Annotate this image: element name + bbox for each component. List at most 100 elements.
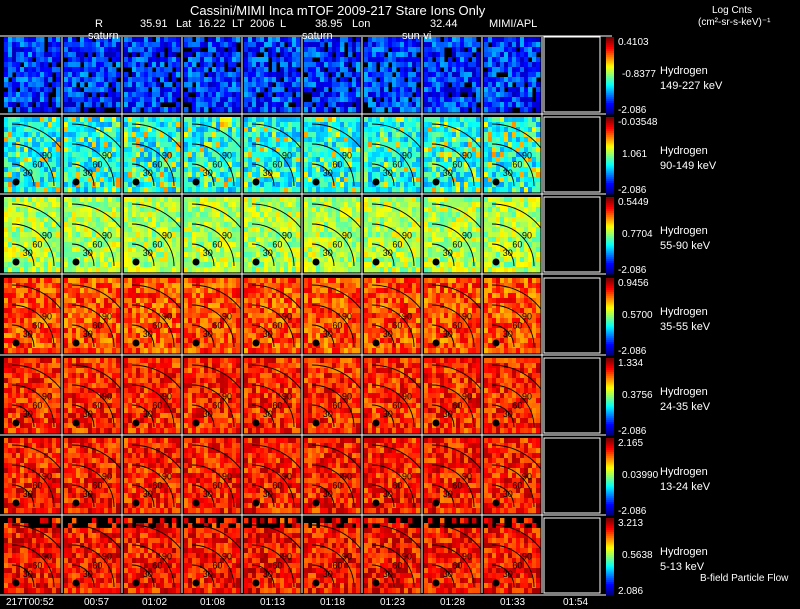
contour-label: 90 xyxy=(522,552,532,562)
contour-label: 60 xyxy=(152,480,162,490)
colorbar xyxy=(606,358,614,436)
contour-label: 90 xyxy=(522,392,532,402)
energy-label: 55-90 keV xyxy=(660,240,711,252)
species-label: Hydrogen xyxy=(660,466,708,478)
colorbar-min-label: -2.086 xyxy=(618,265,647,276)
energy-label: 90-149 keV xyxy=(660,160,717,172)
contour-label: 60 xyxy=(392,480,402,490)
contour-label: 90 xyxy=(162,472,172,482)
time-tick-label: 01:28 xyxy=(440,597,466,608)
contour-label: 60 xyxy=(152,159,162,169)
empty-panel xyxy=(543,36,601,113)
contour-label: 60 xyxy=(452,320,462,330)
contour-label: 30 xyxy=(203,168,213,178)
contour-label: 90 xyxy=(42,472,52,482)
contour-label: 60 xyxy=(32,320,42,330)
contour-label: 30 xyxy=(503,248,513,258)
heatmap-panel xyxy=(64,37,121,113)
contour-label: 60 xyxy=(92,239,102,249)
contour-label: 60 xyxy=(152,320,162,330)
contour-label: 60 xyxy=(92,400,102,410)
contour-label: 90 xyxy=(342,231,352,241)
contour-label: 30 xyxy=(23,329,33,339)
frame-label: sun-vi xyxy=(402,30,432,42)
empty-panel xyxy=(543,437,601,514)
frame-label: saturn xyxy=(302,30,333,42)
contour-label: 90 xyxy=(522,312,532,322)
contour-label: 60 xyxy=(32,480,42,490)
contour-label: 30 xyxy=(263,489,273,499)
contour-label: 60 xyxy=(452,560,462,570)
contour-label: 60 xyxy=(392,320,402,330)
lon-value: 32.44 xyxy=(430,18,458,30)
heatmap-panel xyxy=(424,37,481,113)
contour-label: 90 xyxy=(462,552,472,562)
contour-label: 60 xyxy=(452,400,462,410)
colorbar-mid-label: -0.8377 xyxy=(622,69,656,80)
contour-label: 30 xyxy=(323,409,333,419)
contour-label: 90 xyxy=(42,392,52,402)
contour-label: 30 xyxy=(503,329,513,339)
time-tick-label: 01:23 xyxy=(380,597,406,608)
time-tick-label: 01:54 xyxy=(563,597,589,608)
lt-value: 2006 xyxy=(250,18,275,30)
contour-label: 30 xyxy=(503,569,513,579)
colorbar-min-label: 2.086 xyxy=(618,586,644,597)
contour-label: 60 xyxy=(452,159,462,169)
colorbar-min-label: -2.086 xyxy=(618,346,647,357)
contour-label: 60 xyxy=(272,400,282,410)
empty-panel xyxy=(543,357,601,434)
contour-label: 90 xyxy=(222,312,232,322)
energy-label: 35-55 keV xyxy=(660,321,711,333)
time-tick-label: 01:13 xyxy=(260,597,286,608)
contour-label: 60 xyxy=(212,560,222,570)
contour-label: 30 xyxy=(23,489,33,499)
contour-label: 90 xyxy=(102,392,112,402)
colorbar-max-label: 3.213 xyxy=(618,518,644,529)
contour-label: 60 xyxy=(512,400,522,410)
contour-label: 30 xyxy=(263,248,273,258)
time-tick-label: 01:33 xyxy=(500,597,526,608)
contour-label: 30 xyxy=(83,409,93,419)
colorbar-max-label: 0.9456 xyxy=(618,278,649,289)
colorbar-min-label: -2.086 xyxy=(618,506,647,517)
lat-value: 16.22 xyxy=(198,18,226,30)
contour-label: 30 xyxy=(83,489,93,499)
contour-label: 60 xyxy=(212,320,222,330)
contour-label: 90 xyxy=(402,312,412,322)
colorbar-mid-label: 0.7704 xyxy=(622,229,653,240)
contour-label: 30 xyxy=(203,329,213,339)
contour-label: 90 xyxy=(282,312,292,322)
colorbar-max-label: 0.4103 xyxy=(618,37,649,48)
contour-label: 90 xyxy=(282,231,292,241)
contour-label: 30 xyxy=(323,569,333,579)
contour-label: 30 xyxy=(143,329,153,339)
contour-label: 90 xyxy=(102,312,112,322)
contour-label: 30 xyxy=(383,409,393,419)
contour-label: 30 xyxy=(263,168,273,178)
contour-label: 30 xyxy=(263,329,273,339)
contour-label: 90 xyxy=(42,151,52,161)
contour-label: 60 xyxy=(92,320,102,330)
contour-label: 30 xyxy=(23,248,33,258)
contour-label: 90 xyxy=(162,151,172,161)
contour-label: 60 xyxy=(32,400,42,410)
